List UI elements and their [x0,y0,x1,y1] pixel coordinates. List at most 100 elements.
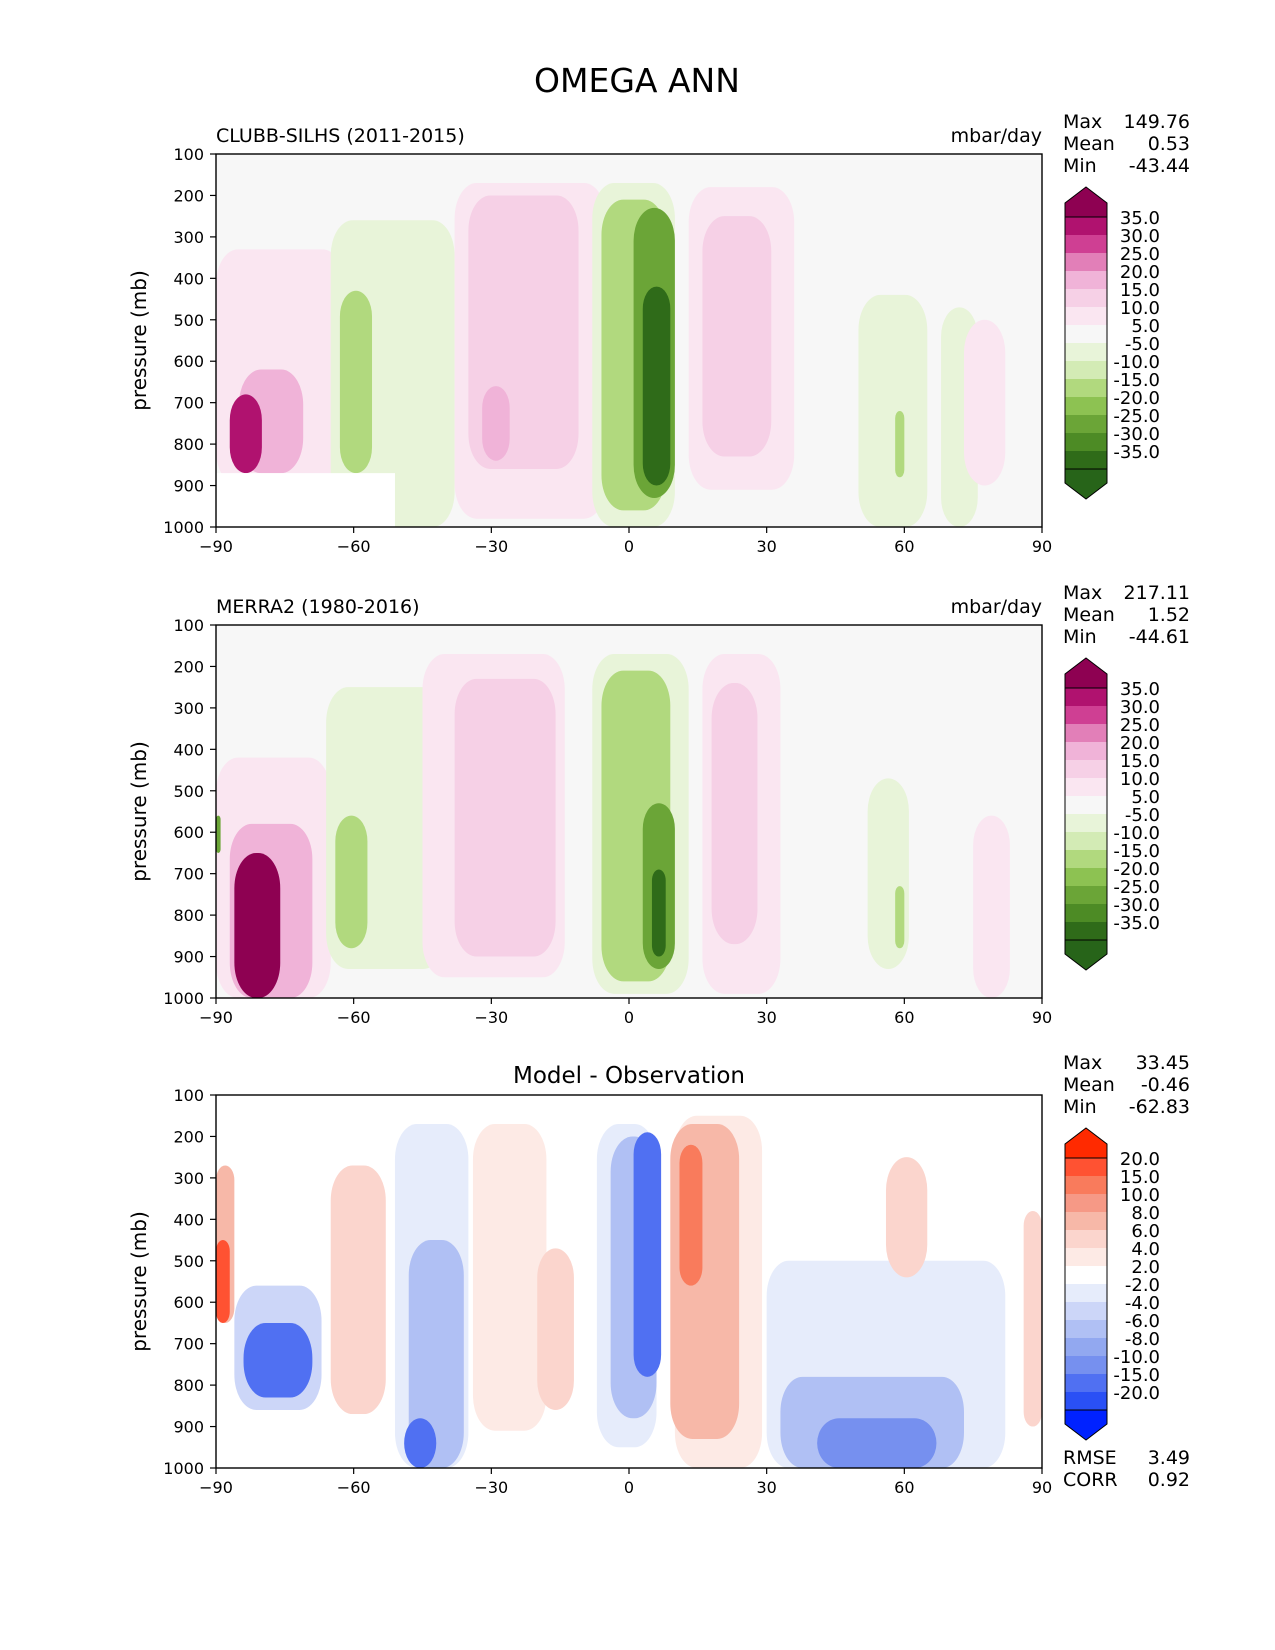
contour-pink-level-2 [711,683,758,945]
colorbar-label: -10.0 [1113,1347,1160,1368]
colorbar-swatch [1065,778,1107,796]
colorbar-swatch [1065,724,1107,742]
y-tick-label: 400 [173,1210,204,1229]
x-tick-label: 0 [624,1478,634,1497]
y-tick-label: 800 [173,435,204,454]
x-tick-label: −30 [474,1478,508,1497]
colorbar-swatch [1065,271,1107,289]
colorbar: 35.030.025.020.015.010.05.0-5.0-10.0-15.… [1064,186,1160,500]
colorbar-extend-min [1064,1409,1108,1441]
colorbar-swatch [1065,433,1107,451]
colorbar-swatch [1065,361,1107,379]
x-tick-label: 60 [894,1478,914,1497]
colorbar-label: -6.0 [1125,1311,1160,1332]
y-tick-label: 900 [173,477,204,496]
figure-title: OMEGA ANN [534,61,740,100]
colorbar-label: -5.0 [1125,334,1160,355]
colorbar-swatch [1065,397,1107,415]
x-tick-label: −30 [474,1008,508,1027]
colorbar-swatch [1065,868,1107,886]
stat-value-max: 33.45 [1136,1052,1190,1074]
colorbar-swatch [1065,706,1107,724]
y-tick-label: 600 [173,352,204,371]
x-tick-label: 0 [624,537,634,556]
colorbar-label: -2.0 [1125,1275,1160,1296]
colorbar-label: 4.0 [1131,1239,1160,1260]
contour-pink-level-6 [229,394,262,474]
colorbar-label: 10.0 [1120,1185,1160,1206]
colorbar-swatch [1065,1230,1107,1248]
panel-3: Model - Observation100200300400500600700… [127,1052,1190,1497]
masked-region [216,473,395,527]
colorbar-label: 15.0 [1120,280,1160,301]
colorbar-swatch [1065,814,1107,832]
contour-green-level-3 [895,886,905,949]
colorbar-frame [1064,1157,1108,1411]
colorbar-label: 20.0 [1120,262,1160,283]
stat-value-mean: 1.52 [1148,604,1190,626]
colorbar-label: -30.0 [1113,424,1160,445]
contour-red-level-2 [537,1248,574,1410]
y-tick-label: 300 [173,699,204,718]
stat-value-min: -62.83 [1129,1096,1190,1118]
stat-label-min: Min [1063,155,1097,177]
stat-label-min: Min [1063,1096,1097,1118]
y-tick-label: 400 [173,740,204,759]
stat-label-mean: Mean [1063,1074,1115,1096]
y-tick-label: 300 [173,228,204,247]
contour-red-level-6 [216,1240,230,1323]
contour-red-level-2 [885,1157,928,1278]
y-tick-label: 100 [173,1086,204,1105]
colorbar-label: -15.0 [1113,841,1160,862]
contour-red-level-2 [330,1165,386,1415]
stat-label-mean: Mean [1063,604,1115,626]
stat-label-max: Max [1063,111,1102,133]
contour-red-level-5 [679,1144,703,1286]
stat-value-min: -43.44 [1129,155,1190,177]
y-tick-label: 1000 [163,518,204,537]
stat-label-corr: CORR [1063,1469,1118,1491]
stat-value-mean: -0.46 [1141,1074,1190,1096]
y-tick-label: 500 [173,782,204,801]
contour-pink-level-1 [963,319,1006,486]
contour-blue-level-6 [243,1322,313,1398]
colorbar-extend-min [1064,939,1108,971]
x-tick-label: 30 [756,537,776,556]
colorbar-swatch [1065,235,1107,253]
colorbar-swatch [1065,1392,1107,1410]
contour-pink-level-2 [454,678,556,957]
x-tick-label: 0 [624,1008,634,1027]
x-tick-label: −90 [199,537,233,556]
colorbar-swatch [1065,1158,1107,1176]
colorbar-label: 35.0 [1120,679,1160,700]
colorbar-swatch [1065,742,1107,760]
colorbar-swatch [1065,760,1107,778]
colorbar-frame [1064,687,1108,941]
y-axis-label: pressure (mb) [127,741,151,882]
colorbar-label: 35.0 [1120,208,1160,229]
contour-blue-level-5 [817,1418,937,1468]
contour-blue-level-6 [404,1418,437,1468]
colorbar-label: 2.0 [1131,1257,1160,1278]
panel-title: Model - Observation [513,1063,745,1089]
colorbar-swatch [1065,1284,1107,1302]
contour-green-level-1 [858,294,928,527]
colorbar-swatch [1065,886,1107,904]
colorbar-label: 15.0 [1120,1167,1160,1188]
contour-green-level-3 [335,815,368,949]
panel-title: CLUBB-SILHS (2011-2015) [216,125,465,147]
stat-label-rmse: RMSE [1063,1447,1117,1469]
y-tick-label: 800 [173,1376,204,1395]
colorbar-label: -10.0 [1113,823,1160,844]
y-tick-label: 200 [173,186,204,205]
y-tick-label: 700 [173,394,204,413]
stat-value-min: -44.61 [1129,626,1190,648]
y-tick-label: 1000 [163,1459,204,1478]
colorbar-label: 20.0 [1120,733,1160,754]
y-tick-label: 900 [173,1418,204,1437]
colorbar-swatch [1065,1176,1107,1194]
colorbar-frame [1064,216,1108,470]
colorbar-label: 30.0 [1120,697,1160,718]
stat-value-rmse: 3.49 [1148,1447,1190,1469]
colorbar-label: 6.0 [1131,1221,1160,1242]
